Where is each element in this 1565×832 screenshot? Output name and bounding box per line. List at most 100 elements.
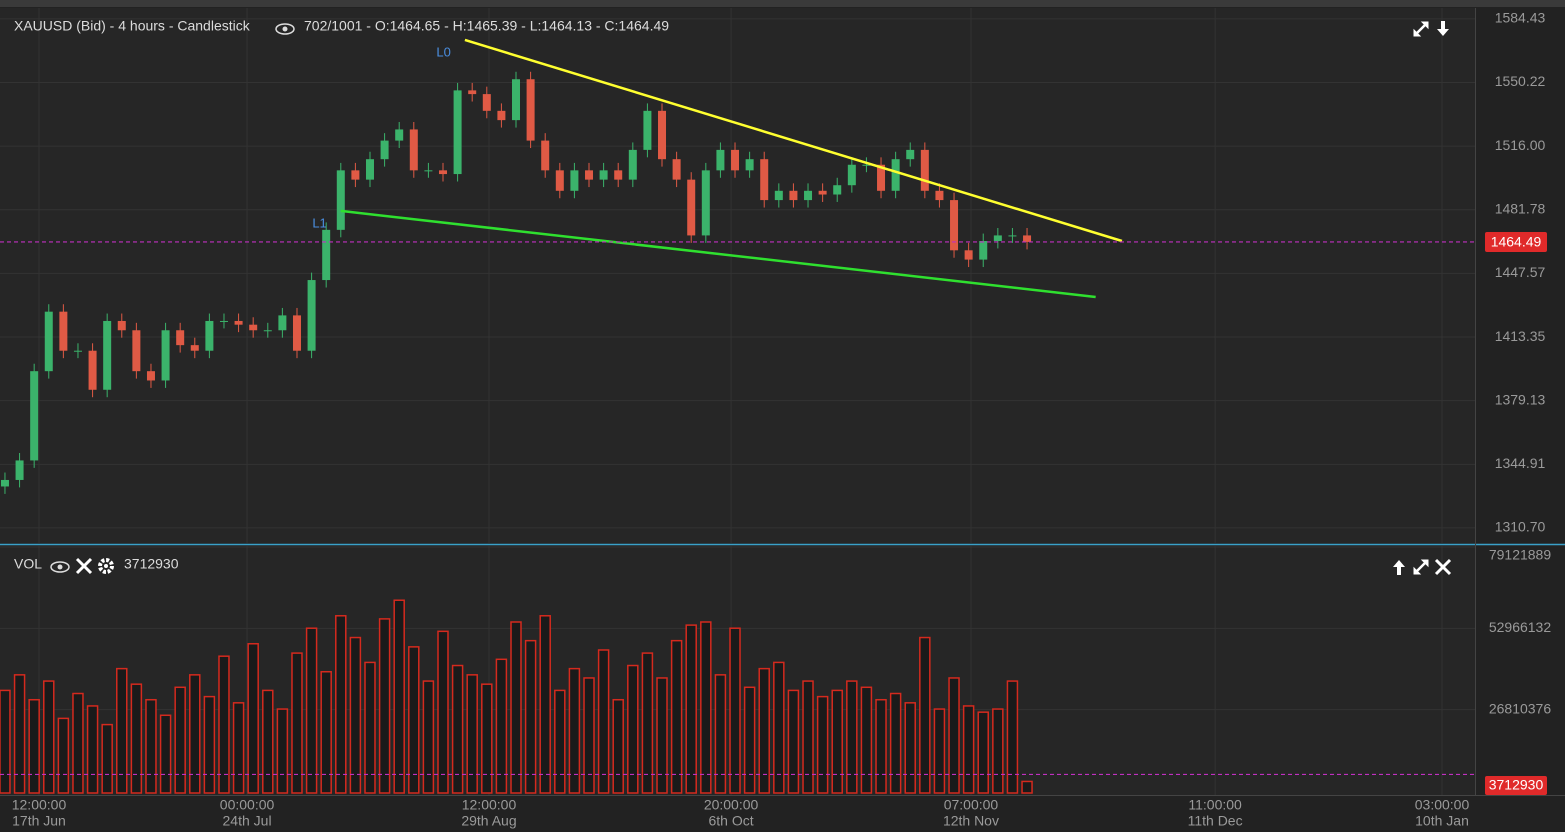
price-panel: [0, 8, 1475, 543]
volume-bar: [466, 674, 478, 794]
volume-bar: [28, 698, 40, 794]
volume-bar: [305, 627, 318, 794]
x-tick-date: 10th Jan: [1415, 813, 1469, 829]
y-tick-label: 1584.43: [1495, 10, 1546, 26]
volume-bar: [13, 674, 26, 794]
volume-bar: [700, 621, 712, 794]
volume-bar: [714, 674, 727, 794]
candle-body: [88, 350, 97, 390]
candle-body: [862, 164, 871, 166]
settings-icon[interactable]: [98, 558, 114, 574]
volume-bar: [597, 649, 610, 794]
candle-body: [950, 200, 959, 251]
trendline-label: L1: [312, 215, 326, 230]
move-up-icon[interactable]: [1393, 560, 1405, 575]
candle-body: [59, 311, 68, 351]
current-price-label: 1464.49: [1491, 234, 1542, 250]
volume-bar: [670, 639, 683, 794]
volume-bar: [554, 689, 566, 794]
volume-bar: [948, 677, 960, 794]
volume-bar: [218, 655, 230, 794]
volume-bar: [189, 674, 201, 794]
expand-icon[interactable]: [1413, 21, 1429, 37]
candle-body: [249, 324, 258, 331]
volume-bar: [174, 686, 186, 794]
candle-body: [73, 350, 82, 352]
candle-body: [818, 190, 827, 195]
volume-bar: [116, 667, 128, 794]
x-tick-date: 11th Dec: [1188, 813, 1243, 829]
x-tick-label: 20:00:00: [704, 797, 759, 813]
volume-bar: [57, 717, 70, 794]
candle-body: [877, 164, 886, 191]
volume-bar: [992, 708, 1004, 794]
volume-bar: [773, 661, 785, 794]
candle-body: [920, 149, 929, 191]
candle-body: [438, 170, 447, 175]
volume-bar: [904, 702, 916, 794]
candle-body: [760, 159, 769, 201]
volume-bar: [539, 615, 551, 794]
candle-body: [263, 330, 272, 332]
candle-body: [307, 280, 316, 351]
volume-bar: [451, 664, 464, 794]
y-tick-label: 1550.22: [1495, 73, 1546, 89]
x-tick-date: 24th Jul: [223, 813, 272, 829]
volume-bar: [159, 714, 172, 794]
volume-bar: [101, 723, 113, 794]
volume-bar: [378, 618, 391, 794]
eye-icon[interactable]: [275, 23, 295, 35]
candle-body: [292, 315, 301, 351]
y-tick-label: 1447.57: [1495, 264, 1546, 280]
candle-body: [979, 241, 988, 260]
candle-body: [205, 320, 214, 351]
volume-bar: [72, 692, 84, 794]
volume-bar: [335, 615, 347, 794]
eye-icon[interactable]: [50, 561, 70, 573]
candle-body: [380, 140, 389, 160]
move-down-icon[interactable]: [1437, 21, 1449, 36]
candle-body: [409, 129, 418, 171]
candle-body: [161, 330, 170, 381]
volume-bar: [510, 621, 522, 794]
x-tick-label: 03:00:00: [1415, 797, 1470, 813]
candle-body: [234, 320, 243, 325]
volume-bar: [291, 652, 303, 794]
close-icon[interactable]: [75, 557, 93, 575]
candle-body: [1023, 235, 1032, 242]
candle-body: [570, 170, 579, 191]
candle-body: [278, 315, 287, 331]
volume-bar: [320, 670, 332, 794]
trendline-label: L0: [436, 44, 450, 59]
candle-body: [906, 149, 915, 160]
volume-bar: [627, 664, 639, 794]
candle-body: [497, 110, 506, 121]
volume-bar: [145, 698, 157, 794]
y-tick-label: 26810376: [1489, 700, 1552, 716]
candle-body: [789, 190, 798, 201]
volume-bar: [203, 695, 216, 794]
candle-body: [30, 371, 39, 461]
candle-body: [935, 190, 944, 201]
volume-bar: [583, 677, 595, 794]
y-tick-label: 1481.78: [1495, 201, 1546, 217]
volume-bar: [685, 624, 697, 794]
volume-bar: [349, 636, 362, 794]
volume-bar: [933, 708, 946, 794]
candle-body: [44, 311, 53, 372]
candle-body: [15, 460, 24, 480]
volume-bar: [364, 661, 376, 794]
candle-body: [774, 190, 783, 201]
expand-icon[interactable]: [1413, 559, 1429, 575]
volume-current: 3712930: [124, 556, 179, 572]
volume-bar: [247, 643, 259, 794]
volume-bar: [1021, 780, 1033, 794]
candle-body: [132, 330, 141, 372]
volume-bar: [875, 698, 887, 794]
close-icon[interactable]: [1434, 558, 1452, 576]
trendline: [464, 38, 1123, 243]
candle-body: [103, 320, 112, 390]
x-tick-label: 11:00:00: [1188, 797, 1242, 813]
current-volume-label: 3712930: [1489, 777, 1544, 793]
